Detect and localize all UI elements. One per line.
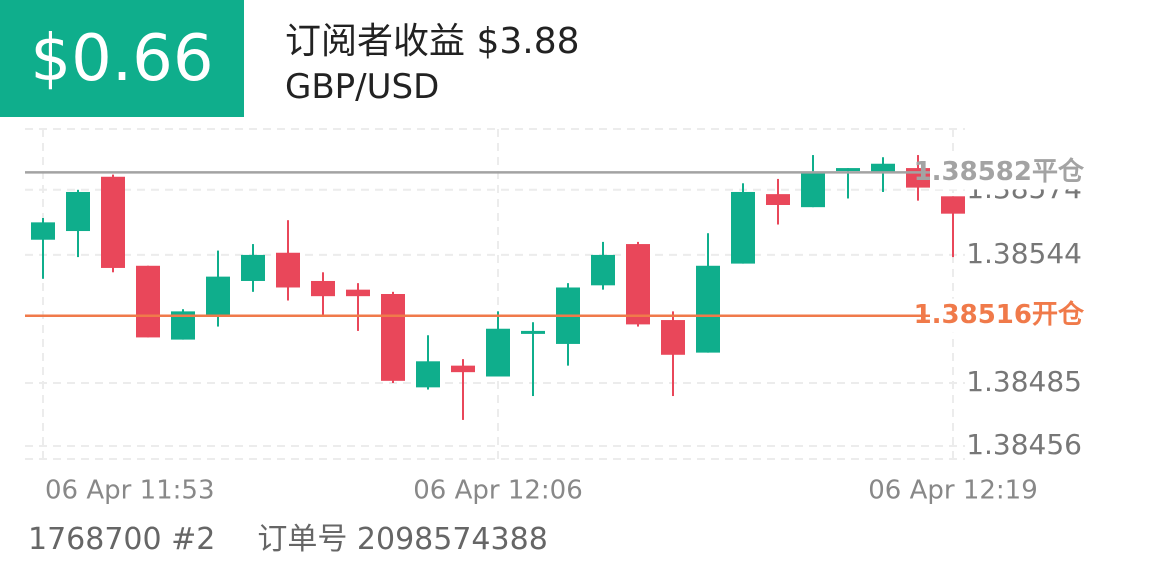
candle-body — [766, 194, 790, 205]
candle-body — [801, 172, 825, 208]
candle-body — [661, 320, 685, 355]
x-tick-label: 06 Apr 12:19 — [868, 476, 1038, 506]
candle-body — [626, 244, 650, 325]
reference-label: 1.38582平仓 — [914, 156, 1085, 187]
candle-body — [416, 361, 440, 388]
candle-body — [136, 265, 160, 338]
y-tick-label: 1.38485 — [966, 365, 1082, 398]
candle-body — [731, 191, 755, 264]
candle-body — [276, 252, 300, 288]
candle-body — [101, 176, 125, 268]
candle-body — [591, 254, 615, 286]
candle-body — [521, 330, 545, 334]
symbol: GBP/USD — [285, 67, 440, 107]
y-tick-label: 1.38544 — [966, 237, 1082, 270]
reference-label-bg — [930, 155, 1088, 190]
x-tick-label: 06 Apr 12:06 — [413, 476, 583, 506]
title: 订阅者收益 $3.88 — [285, 21, 580, 62]
candle-body — [311, 280, 335, 297]
candle-body — [871, 163, 895, 173]
candle-body — [31, 222, 55, 240]
profit-amount: $0.66 — [0, 0, 244, 117]
footer: 1768700 #2 订单号 2098574388 — [28, 514, 548, 558]
candle-body — [346, 289, 370, 297]
candle-body — [696, 265, 720, 353]
x-tick-label: 06 Apr 11:53 — [45, 476, 215, 506]
candle-body — [836, 168, 860, 172]
reference-label: 1.38516开仓 — [914, 299, 1085, 330]
candle-body — [486, 328, 510, 377]
y-tick-label: 1.38456 — [966, 428, 1082, 461]
account: 1768700 #2 — [28, 522, 216, 557]
candle-body — [206, 276, 230, 316]
candle-body — [66, 191, 90, 232]
candle-body — [941, 196, 965, 214]
candle-body — [381, 294, 405, 381]
reference-label-bg — [930, 298, 1088, 333]
candle-body — [241, 254, 265, 281]
candle-body — [451, 365, 475, 373]
order-number: 订单号 2098574388 — [257, 522, 548, 557]
